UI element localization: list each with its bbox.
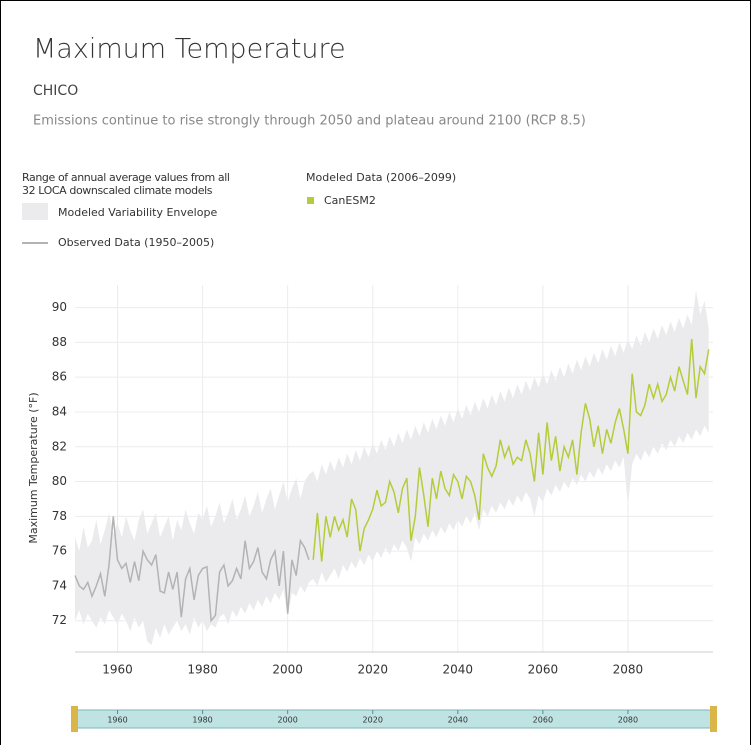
brush-tick-label: 1960 bbox=[107, 716, 127, 725]
brush-handle[interactable] bbox=[71, 706, 78, 732]
brush-tick-label: 2040 bbox=[448, 716, 468, 725]
x-tick-label: 2020 bbox=[357, 663, 388, 677]
brush-tick-label: 2000 bbox=[277, 716, 297, 725]
legend-label: Modeled Variability Envelope bbox=[58, 206, 217, 219]
x-tick-label: 2000 bbox=[272, 663, 303, 677]
x-tick-label: 1960 bbox=[102, 663, 133, 677]
legend-heading: Modeled Data (2006–2099) bbox=[306, 171, 456, 184]
y-tick-label: 80 bbox=[52, 474, 67, 488]
y-tick-label: 78 bbox=[52, 509, 67, 523]
x-tick-label: 2080 bbox=[613, 663, 644, 677]
legend-label: Observed Data (1950–2005) bbox=[58, 236, 214, 249]
series-line bbox=[312, 338, 710, 562]
y-tick-label: 84 bbox=[52, 404, 67, 418]
chart-title: Maximum Temperature bbox=[33, 34, 346, 65]
envelope-area bbox=[75, 290, 709, 645]
location: CHICO bbox=[33, 83, 78, 99]
y-tick-label: 86 bbox=[52, 370, 67, 384]
y-tick-label: 76 bbox=[52, 544, 67, 558]
y-tick-label: 82 bbox=[52, 439, 67, 453]
y-tick-label: 72 bbox=[52, 613, 67, 627]
brush-tick-label: 1980 bbox=[192, 716, 212, 725]
x-tick-label: 1980 bbox=[187, 663, 218, 677]
legend-note: 32 LOCA downscaled climate models bbox=[22, 184, 213, 197]
x-tick-label: 2040 bbox=[443, 663, 474, 677]
brush-handle[interactable] bbox=[710, 706, 717, 732]
y-tick-label: 74 bbox=[52, 578, 67, 592]
brush-tick-label: 2020 bbox=[363, 716, 383, 725]
y-tick-label: 88 bbox=[52, 335, 67, 349]
y-axis-label: Maximum Temperature (°F) bbox=[27, 392, 40, 543]
legend-label: CanESM2 bbox=[324, 194, 376, 207]
subtitle: Emissions continue to rise strongly thro… bbox=[33, 114, 586, 129]
series-line bbox=[74, 516, 310, 623]
brush-tick-label: 2060 bbox=[533, 716, 553, 725]
brush-tick-label: 2080 bbox=[618, 716, 638, 725]
legend-swatch bbox=[22, 203, 48, 220]
y-tick-label: 90 bbox=[52, 300, 67, 314]
x-tick-label: 2060 bbox=[528, 663, 559, 677]
legend-swatch bbox=[307, 197, 314, 204]
legend-note: Range of annual average values from all bbox=[22, 171, 230, 184]
